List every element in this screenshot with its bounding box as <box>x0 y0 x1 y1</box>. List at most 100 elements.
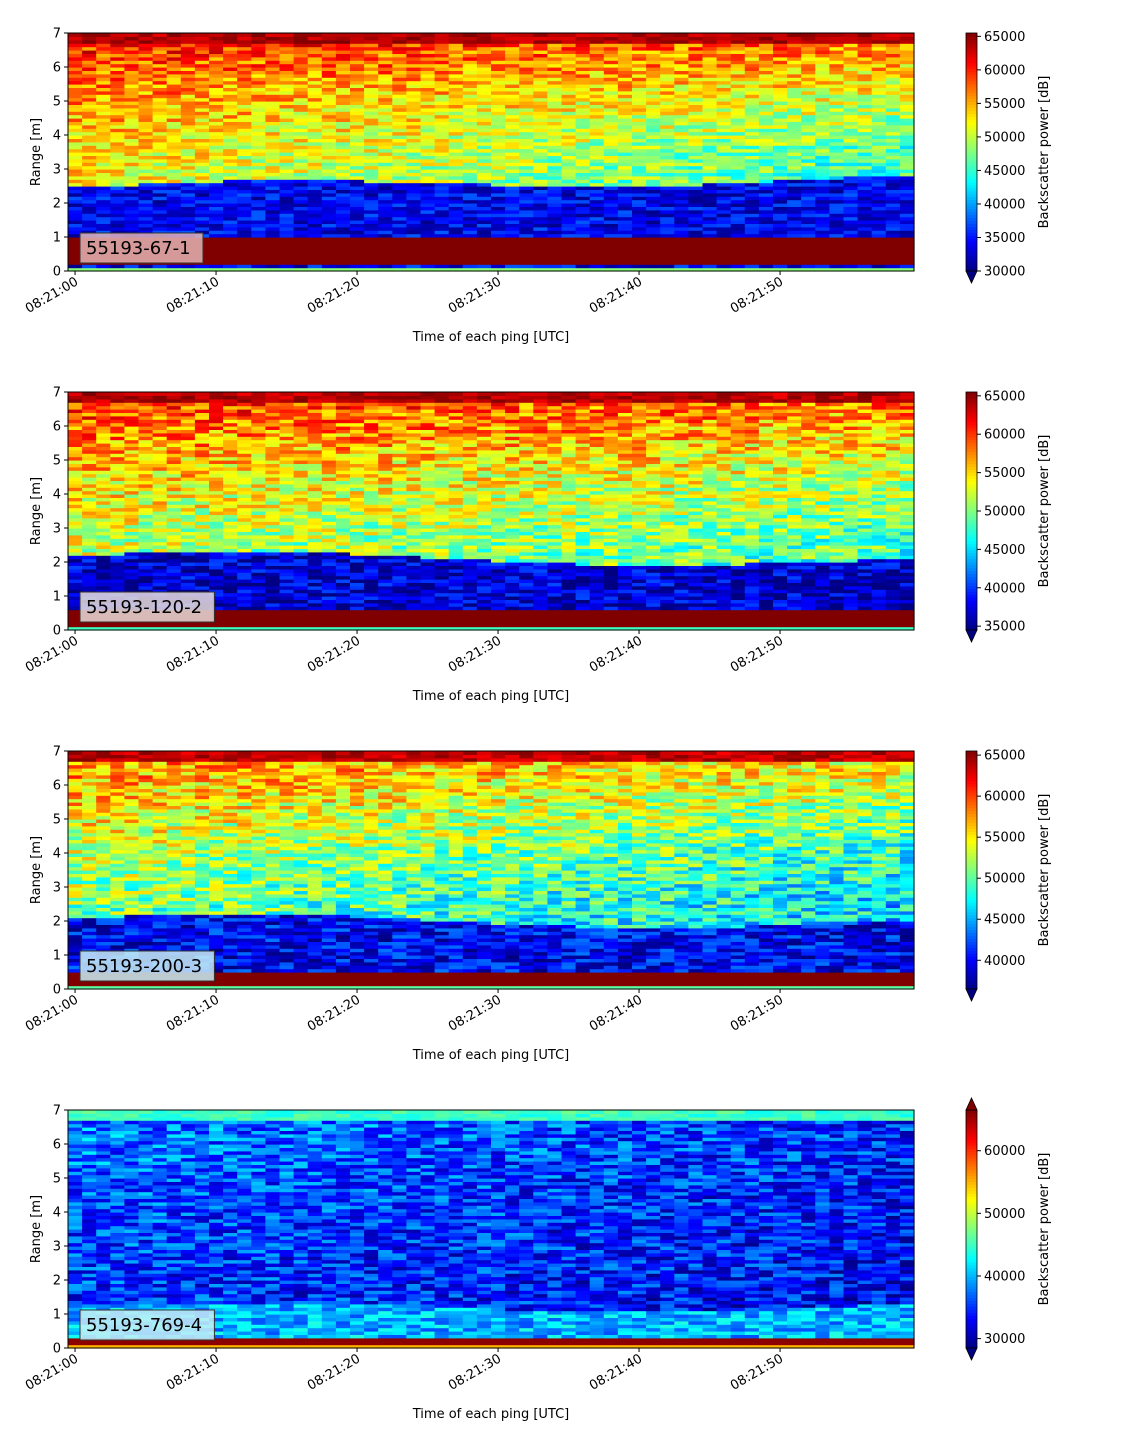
heatmap-cell <box>632 175 647 180</box>
heatmap-cell <box>138 39 154 44</box>
heatmap-cell <box>307 50 323 54</box>
heatmap-cell <box>110 165 125 170</box>
heatmap-cell <box>237 141 252 146</box>
heatmap-cell <box>730 192 746 197</box>
heatmap-cell <box>688 158 704 163</box>
colorbar-segment <box>966 74 977 79</box>
heatmap-cell <box>307 101 323 105</box>
heatmap-cell <box>787 186 802 190</box>
heatmap-cell <box>646 121 661 126</box>
heatmap-cell <box>279 111 295 116</box>
heatmap-cell <box>603 77 619 82</box>
heatmap-cell <box>307 250 323 255</box>
heatmap-cell <box>166 220 182 224</box>
heatmap-cell <box>237 243 252 248</box>
heatmap-cell <box>110 223 125 228</box>
heatmap-cell <box>110 84 125 88</box>
heatmap-cell <box>110 436 125 441</box>
heatmap-cell <box>364 148 379 153</box>
heatmap-cell <box>209 111 224 116</box>
heatmap-cell <box>632 84 647 88</box>
heatmap-cell <box>138 179 154 184</box>
heatmap-cell <box>293 104 309 109</box>
heatmap-cell <box>491 223 506 228</box>
colorbar-tick-label: 40000 <box>984 197 1025 212</box>
heatmap-cell <box>434 94 450 99</box>
heatmap-cell <box>152 43 168 48</box>
heatmap-cell <box>575 141 591 146</box>
heatmap-cell <box>491 206 506 211</box>
heatmap-cell <box>533 138 548 143</box>
heatmap-cell <box>265 192 281 197</box>
heatmap-cell <box>251 114 266 119</box>
heatmap-cell <box>180 551 196 556</box>
heatmap-cell <box>632 101 647 105</box>
heatmap-cell <box>223 220 238 224</box>
heatmap-cell <box>420 213 436 218</box>
heatmap-cell <box>166 73 182 78</box>
heatmap-cell <box>899 233 915 238</box>
heatmap-cell <box>688 240 704 245</box>
heatmap-cell <box>180 500 196 505</box>
heatmap-cell <box>744 90 760 95</box>
heatmap-cell <box>843 39 859 44</box>
heatmap-cell <box>617 216 633 221</box>
heatmap-cell <box>519 233 534 238</box>
heatmap-cell <box>152 582 168 587</box>
heatmap-cell <box>561 104 577 109</box>
heatmap-cell <box>688 73 704 78</box>
heatmap-cell <box>857 240 873 245</box>
heatmap-cell <box>547 101 563 105</box>
heatmap-cell <box>335 101 351 105</box>
heatmap-cell <box>674 237 689 241</box>
heatmap-cell <box>632 56 647 61</box>
heatmap-cell <box>180 135 196 139</box>
heatmap-cell <box>533 182 548 187</box>
heatmap-cell <box>68 230 83 235</box>
heatmap-cell <box>462 80 478 85</box>
heatmap-cell <box>519 77 534 82</box>
heatmap-cell <box>674 97 689 102</box>
heatmap-cell <box>152 111 168 116</box>
heatmap-cell <box>744 226 760 231</box>
heatmap-cell <box>491 247 506 252</box>
heatmap-cell <box>505 135 520 139</box>
heatmap-cell <box>871 114 887 119</box>
heatmap-cell <box>815 243 830 248</box>
heatmap-cell <box>180 558 196 563</box>
heatmap-cell <box>209 199 224 204</box>
heatmap-cell <box>617 77 633 82</box>
heatmap-cell <box>646 254 661 258</box>
heatmap-cell <box>758 172 774 177</box>
heatmap-cell <box>166 446 182 451</box>
heatmap-cell <box>293 70 309 75</box>
heatmap-cell <box>96 500 111 505</box>
heatmap-cell <box>632 104 647 109</box>
heatmap-cell <box>194 230 210 235</box>
heatmap-cell <box>223 209 238 214</box>
heatmap-cell <box>307 179 323 184</box>
heatmap-cell <box>547 152 563 156</box>
heatmap-cell <box>378 114 393 119</box>
heatmap-cell <box>279 90 295 95</box>
heatmap-cell <box>688 220 704 224</box>
heatmap-cell <box>166 135 182 139</box>
heatmap-cell <box>307 90 323 95</box>
heatmap-cell <box>420 114 436 119</box>
heatmap-cell <box>392 121 407 126</box>
heatmap-cell <box>646 145 661 150</box>
heatmap-cell <box>773 240 788 245</box>
heatmap-cell <box>378 118 393 122</box>
heatmap-cell <box>68 443 83 447</box>
heatmap-cell <box>96 73 111 78</box>
heatmap-cell <box>335 148 351 153</box>
heatmap-cell <box>505 243 520 248</box>
heatmap-cell <box>166 415 182 420</box>
heatmap-cell <box>674 90 689 95</box>
colorbar-segment <box>966 33 977 37</box>
heatmap-cell <box>350 104 365 109</box>
heatmap-cell <box>96 524 111 529</box>
heatmap-cell <box>265 230 281 235</box>
heatmap-cell <box>350 220 365 224</box>
heatmap-cell <box>462 162 478 167</box>
